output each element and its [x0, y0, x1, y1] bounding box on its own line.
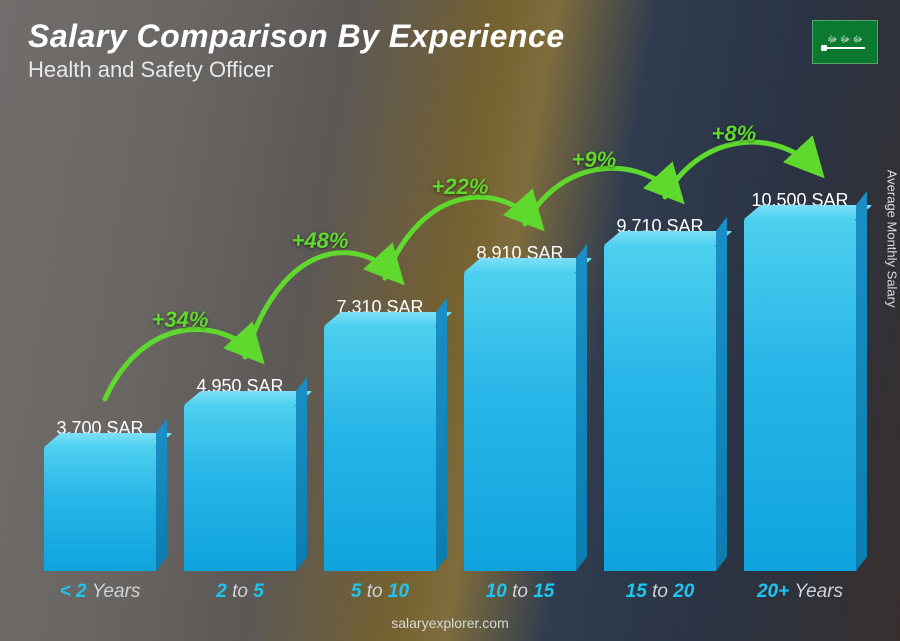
bar-wrap: 3,700 SAR	[40, 418, 160, 571]
y-axis-label: Average Monthly Salary	[885, 170, 900, 308]
bar-wrap: 4,950 SAR	[180, 376, 300, 571]
growth-arc-label: +22%	[432, 174, 489, 200]
footer-source: salaryexplorer.com	[0, 615, 900, 631]
bar-wrap: 10,500 SAR	[740, 190, 860, 571]
header: Salary Comparison By Experience Health a…	[28, 18, 565, 83]
bar	[324, 326, 436, 571]
x-axis-label: 5 to 10	[320, 581, 440, 603]
x-axis-label: 2 to 5	[180, 581, 300, 603]
bar	[464, 272, 576, 571]
x-axis-label: 15 to 20	[600, 581, 720, 603]
growth-arc-label: +48%	[292, 228, 349, 254]
x-axis-label: 10 to 15	[460, 581, 580, 603]
bar	[184, 405, 296, 571]
bar-wrap: 9,710 SAR	[600, 216, 720, 571]
bar	[744, 219, 856, 571]
bar-wrap: 7,310 SAR	[320, 297, 440, 571]
chart-subtitle: Health and Safety Officer	[28, 57, 565, 83]
bar-wrap: 8,910 SAR	[460, 243, 580, 571]
x-axis-label: 20+ Years	[740, 581, 860, 603]
growth-arc-label: +8%	[712, 121, 757, 147]
growth-arc-label: +9%	[572, 147, 617, 173]
bar	[604, 245, 716, 571]
growth-arc-label: +34%	[152, 307, 209, 333]
country-flag-icon: ﷻ ﷻ ﷻ	[812, 20, 878, 64]
chart-title: Salary Comparison By Experience	[28, 18, 565, 55]
x-axis-label: < 2 Years	[40, 581, 160, 603]
x-axis: < 2 Years 2 to 5 5 to 10 10 to 15 15 to 20 20…	[40, 581, 860, 603]
bar	[44, 447, 156, 571]
